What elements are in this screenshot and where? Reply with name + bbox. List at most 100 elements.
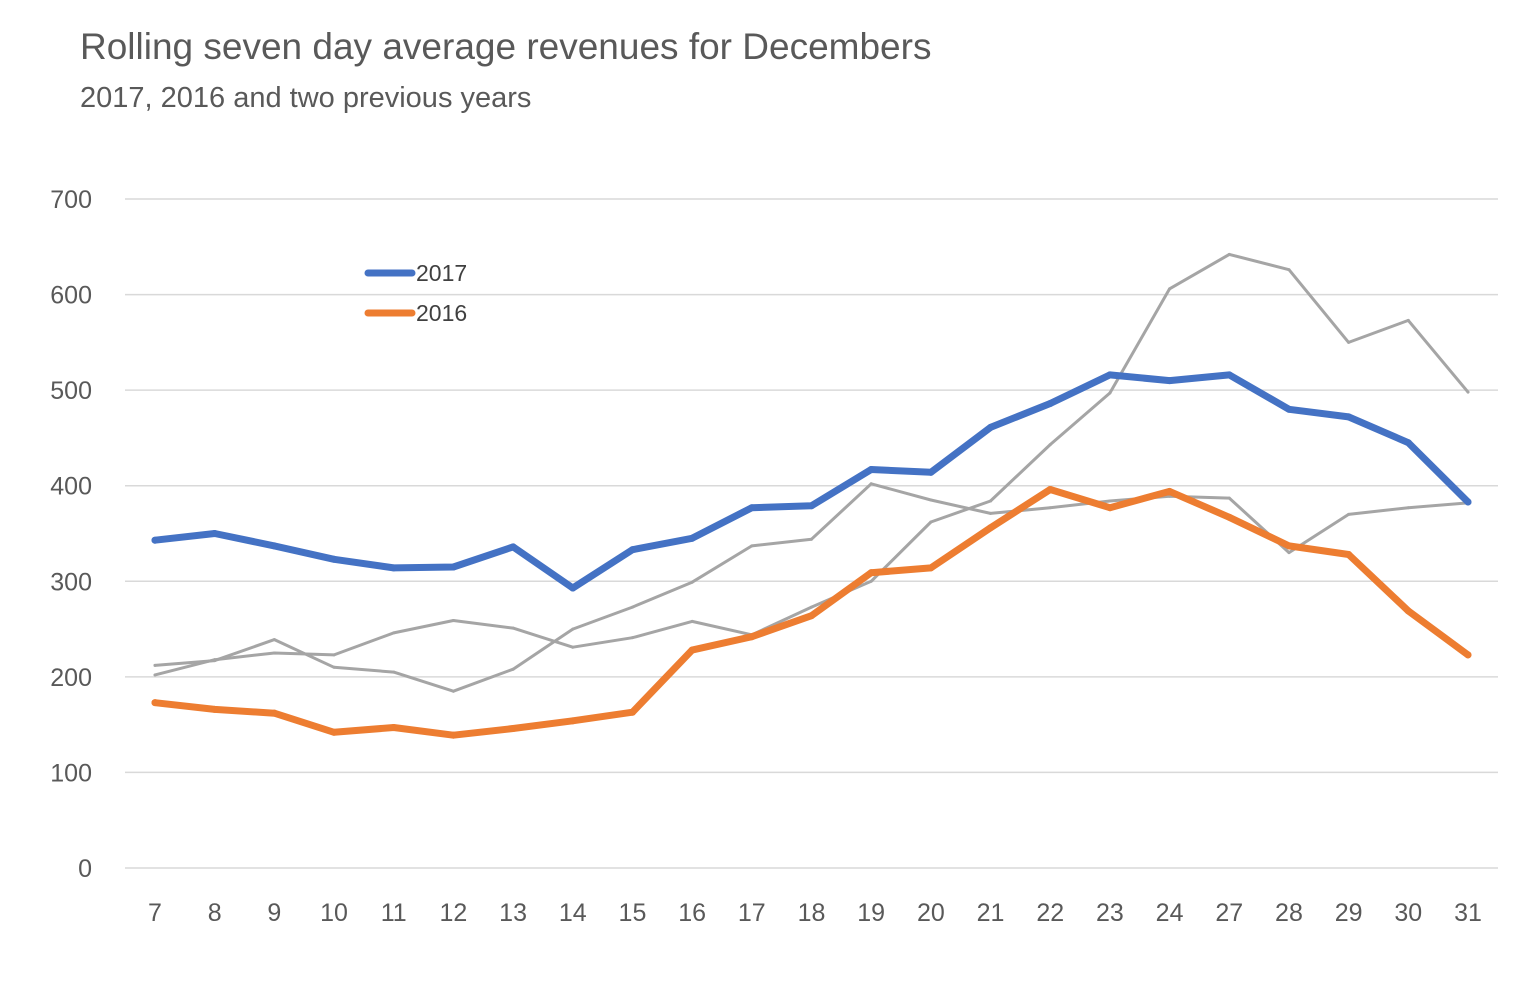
data-point <box>1347 340 1351 344</box>
x-tick-label: 12 <box>440 899 468 927</box>
x-tick-label: 17 <box>738 899 766 927</box>
data-point <box>688 534 696 542</box>
x-tick-label: 11 <box>381 899 407 927</box>
legend-label-2016: 2016 <box>416 300 467 326</box>
data-point <box>332 665 336 669</box>
data-point <box>1046 486 1054 494</box>
data-point <box>1345 413 1353 421</box>
gridlines <box>125 198 1498 869</box>
data-point <box>153 673 157 677</box>
data-point <box>213 658 217 662</box>
data-point <box>929 498 933 502</box>
data-point <box>1106 504 1114 512</box>
data-point <box>211 530 219 537</box>
data-point <box>509 543 517 551</box>
data-point <box>151 699 159 707</box>
x-tick-label: 13 <box>499 899 527 927</box>
x-tick-label: 28 <box>1275 899 1303 927</box>
series-line-previous-0 <box>153 482 1470 693</box>
data-point <box>628 708 636 716</box>
data-point <box>989 499 993 503</box>
y-tick-label: 600 <box>50 282 92 310</box>
data-point <box>869 579 873 583</box>
data-point <box>927 468 935 476</box>
data-point <box>1048 506 1052 510</box>
y-tick-label: 700 <box>50 186 92 214</box>
chart-title: Rolling seven day average revenues for D… <box>80 26 932 67</box>
data-point <box>1106 371 1114 379</box>
data-point <box>390 564 398 572</box>
data-point <box>688 646 696 654</box>
legend: 2017 2016 <box>364 260 467 326</box>
x-tick-label: 30 <box>1394 899 1422 927</box>
data-point <box>1287 551 1291 555</box>
x-tick-label: 31 <box>1454 899 1482 927</box>
data-point <box>1404 439 1412 447</box>
x-tick-label: 27 <box>1215 899 1243 927</box>
x-tick-label: 7 <box>148 899 162 927</box>
x-tick-label: 8 <box>208 899 222 927</box>
data-point <box>989 511 993 515</box>
series-lines <box>151 252 1472 739</box>
data-point <box>449 731 457 739</box>
data-point <box>690 619 694 623</box>
data-point <box>270 709 278 717</box>
data-point <box>1406 318 1410 322</box>
data-point <box>690 580 694 584</box>
data-point <box>330 728 338 736</box>
data-point <box>1347 512 1351 516</box>
y-tick-label: 400 <box>50 473 92 501</box>
x-tick-label: 20 <box>917 899 945 927</box>
x-axis: 7 8 9 10 11 12 13 14 15 16 17 18 19 20 21 22 23 24 27 28 29 3… <box>148 899 1482 927</box>
data-point <box>987 524 995 532</box>
data-point <box>511 667 515 671</box>
data-point <box>748 633 756 641</box>
data-point <box>451 689 455 693</box>
x-tick-label: 18 <box>798 899 826 927</box>
data-point <box>1225 513 1233 521</box>
data-point <box>808 612 815 620</box>
data-point <box>808 502 815 510</box>
data-point <box>628 546 636 554</box>
data-point <box>1225 371 1233 379</box>
data-point <box>1404 607 1412 615</box>
data-point <box>451 618 455 622</box>
data-point <box>810 537 813 541</box>
data-point <box>569 717 577 725</box>
data-point <box>748 504 756 512</box>
y-tick-label: 300 <box>50 568 92 596</box>
data-point <box>390 724 398 732</box>
x-tick-label: 14 <box>559 899 587 927</box>
data-point <box>272 638 276 642</box>
x-tick-label: 10 <box>320 899 348 927</box>
data-point <box>1406 506 1410 510</box>
data-point <box>151 536 159 544</box>
data-point <box>392 631 396 635</box>
data-point <box>1345 551 1353 559</box>
series-line-2017 <box>151 371 1472 592</box>
data-point <box>630 605 634 609</box>
data-point <box>1464 651 1472 659</box>
data-point <box>927 564 935 572</box>
data-point <box>509 724 517 732</box>
data-point <box>1466 390 1470 394</box>
data-point <box>272 651 276 655</box>
data-point <box>1227 252 1231 256</box>
data-point <box>869 482 873 486</box>
data-point <box>270 542 278 550</box>
data-point <box>330 555 338 563</box>
data-point <box>1048 443 1052 447</box>
x-tick-label: 21 <box>977 899 1005 927</box>
data-point <box>987 423 995 431</box>
y-tick-label: 500 <box>50 377 92 405</box>
data-point <box>571 645 575 649</box>
data-point <box>1108 499 1112 503</box>
x-tick-label: 9 <box>267 899 281 927</box>
data-point <box>1046 400 1054 408</box>
data-point <box>511 626 515 630</box>
data-point <box>1464 498 1472 506</box>
legend-label-2017: 2017 <box>416 260 467 286</box>
x-tick-label: 23 <box>1096 899 1124 927</box>
data-point <box>929 520 933 524</box>
